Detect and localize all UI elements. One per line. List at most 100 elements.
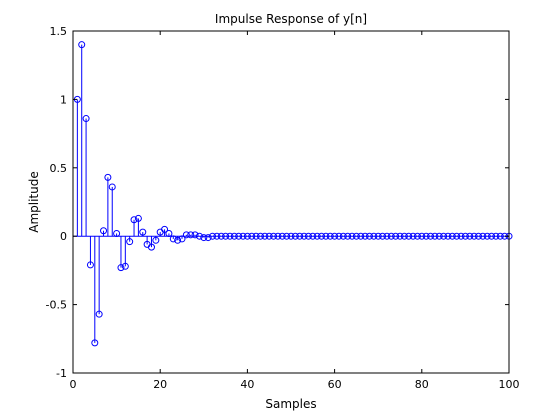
stem-marker xyxy=(405,232,413,240)
stem-marker xyxy=(422,232,430,240)
stem-marker xyxy=(357,232,365,240)
stem-marker xyxy=(209,232,217,240)
stem-marker xyxy=(400,232,408,240)
stem-marker xyxy=(479,232,487,240)
stem-marker xyxy=(300,232,308,240)
y-tick-label: 0 xyxy=(60,230,67,243)
stem-marker xyxy=(348,232,356,240)
stem-marker xyxy=(287,232,295,240)
stem-marker xyxy=(139,228,147,236)
stem-marker xyxy=(431,232,439,240)
stem-marker xyxy=(270,232,278,240)
stem-marker xyxy=(243,232,251,240)
stem-marker xyxy=(187,231,195,239)
y-tick-label: -0.5 xyxy=(46,299,67,312)
stem-marker xyxy=(226,232,234,240)
stem-marker xyxy=(370,232,378,240)
stem-marker xyxy=(365,232,373,240)
stem-marker xyxy=(466,232,474,240)
stem-marker xyxy=(339,232,347,240)
stem-marker xyxy=(427,232,435,240)
stem-marker xyxy=(86,261,94,269)
stem-marker xyxy=(470,232,478,240)
stem-marker xyxy=(108,183,116,191)
stem-marker xyxy=(413,232,421,240)
stem-marker xyxy=(252,232,260,240)
stem-marker xyxy=(488,232,496,240)
stem-marker xyxy=(265,232,273,240)
stem-marker xyxy=(113,229,121,237)
stem-marker xyxy=(121,262,129,270)
plot-frame xyxy=(72,30,510,374)
stem-marker xyxy=(461,232,469,240)
x-tick-label: 80 xyxy=(415,378,429,391)
stem-marker xyxy=(361,232,369,240)
x-axis-label: Samples xyxy=(265,397,316,411)
stem-marker xyxy=(235,232,243,240)
stem-marker xyxy=(78,41,86,49)
stem-marker xyxy=(222,232,230,240)
stem-marker xyxy=(326,232,334,240)
stem-marker xyxy=(409,232,417,240)
stem-marker xyxy=(91,339,99,347)
stem-marker xyxy=(82,115,90,123)
stem-marker xyxy=(448,232,456,240)
stem-marker xyxy=(383,232,391,240)
stem-marker xyxy=(291,232,299,240)
stem-marker xyxy=(453,232,461,240)
stem-marker xyxy=(435,232,443,240)
stem-marker xyxy=(134,214,142,222)
plot-area-background xyxy=(73,31,509,373)
stem-marker xyxy=(309,232,317,240)
stem-marker xyxy=(261,232,269,240)
stem-marker xyxy=(195,232,203,240)
stem-marker xyxy=(322,232,330,240)
stem-marker xyxy=(440,232,448,240)
stem-marker xyxy=(126,238,134,246)
y-tick-label: 1 xyxy=(60,93,67,106)
stem-marker xyxy=(474,232,482,240)
stem-marker xyxy=(304,232,312,240)
chart-title: Impulse Response of y[n] xyxy=(215,12,367,26)
stem-marker xyxy=(100,227,108,235)
stem-marker xyxy=(283,232,291,240)
x-tick-label: 60 xyxy=(328,378,342,391)
stem-marker xyxy=(147,243,155,251)
stem-marker xyxy=(239,232,247,240)
y-axis-label: Amplitude xyxy=(27,171,41,233)
stem-marker xyxy=(379,232,387,240)
stem-marker xyxy=(374,232,382,240)
stem-marker xyxy=(274,232,282,240)
stem-marker xyxy=(418,232,426,240)
stem-marker xyxy=(213,232,221,240)
stem-marker xyxy=(217,232,225,240)
stem-marker xyxy=(169,235,177,243)
y-tick-label: 0.5 xyxy=(50,162,68,175)
stem-marker xyxy=(174,236,182,244)
stem-marker xyxy=(117,264,125,272)
stem-marker xyxy=(313,232,321,240)
stem-marker xyxy=(161,225,169,233)
stem-marker xyxy=(204,234,212,242)
stem-marker xyxy=(256,232,264,240)
stem-marker xyxy=(457,232,465,240)
x-tick-label: 0 xyxy=(70,378,77,391)
stem-marker xyxy=(278,232,286,240)
ticks-group: 0 20 40 60 80 100 -1 -0.5 0 0.5 1 1.5 xyxy=(46,25,520,391)
stem-marker xyxy=(200,234,208,242)
stem-marker xyxy=(344,232,352,240)
stem-marker xyxy=(165,229,173,237)
stem-marker xyxy=(392,232,400,240)
x-tick-label: 20 xyxy=(153,378,167,391)
stem-marker xyxy=(483,232,491,240)
stem-marker xyxy=(352,232,360,240)
stem-marker xyxy=(492,232,500,240)
stem-marker xyxy=(230,232,238,240)
y-tick-label: -1 xyxy=(56,367,67,380)
y-tick-label: 1.5 xyxy=(50,25,68,38)
stem-marker xyxy=(496,232,504,240)
x-tick-label: 100 xyxy=(499,378,520,391)
stem-marker xyxy=(335,232,343,240)
